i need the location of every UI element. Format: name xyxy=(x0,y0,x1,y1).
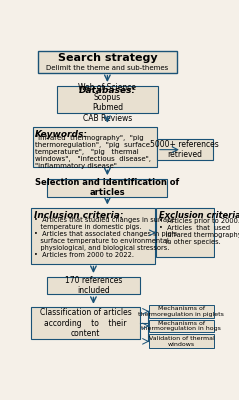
Text: Inclusion criteria:: Inclusion criteria: xyxy=(34,211,123,220)
Text: Databases:: Databases: xyxy=(79,86,136,95)
FancyBboxPatch shape xyxy=(31,208,155,264)
Text: Selection and identification of
articles: Selection and identification of articles xyxy=(35,178,179,198)
FancyBboxPatch shape xyxy=(149,320,214,332)
Text: Validation of thermal
windows: Validation of thermal windows xyxy=(148,336,214,347)
Text: Delimit the theme and sub-themes: Delimit the theme and sub-themes xyxy=(46,65,168,71)
Text: Web of Science
Scopus
Pubmed
CAB Reviews: Web of Science Scopus Pubmed CAB Reviews xyxy=(78,82,136,123)
Text: 5000+ references
retrieved: 5000+ references retrieved xyxy=(151,140,219,159)
Text: Mechanisms of
thermoregulation in hogs: Mechanisms of thermoregulation in hogs xyxy=(141,320,221,331)
FancyBboxPatch shape xyxy=(38,51,177,73)
Text: •  Articles that studied changes in surface
   temperature in domestic pigs.
•  : • Articles that studied changes in surfa… xyxy=(34,218,177,258)
FancyBboxPatch shape xyxy=(57,86,158,114)
FancyBboxPatch shape xyxy=(47,179,167,197)
FancyBboxPatch shape xyxy=(156,208,214,258)
Text: Mechanisms of
thermoregulation in piglets: Mechanisms of thermoregulation in piglet… xyxy=(138,306,224,317)
FancyBboxPatch shape xyxy=(149,305,214,318)
Text: •  Articles prior to 2000.
•  Articles  that  used
   infrared thermography
   i: • Articles prior to 2000. • Articles tha… xyxy=(158,218,239,245)
FancyBboxPatch shape xyxy=(149,334,214,348)
Text: "infrared  thermography",  "pig
thermoregulation",  "pig  surface
temperature", : "infrared thermography", "pig thermoregu… xyxy=(35,135,151,169)
FancyBboxPatch shape xyxy=(47,277,140,294)
Text: Exclusion criteria:: Exclusion criteria: xyxy=(158,211,239,220)
FancyBboxPatch shape xyxy=(31,308,140,339)
Text: Search strategy: Search strategy xyxy=(58,53,157,63)
Text: 170 references
included: 170 references included xyxy=(65,276,122,295)
FancyBboxPatch shape xyxy=(33,126,157,167)
Text: Classification of articles
according    to    their
content: Classification of articles according to … xyxy=(40,308,131,338)
FancyBboxPatch shape xyxy=(157,139,213,160)
Text: Keywords:: Keywords: xyxy=(35,130,88,139)
